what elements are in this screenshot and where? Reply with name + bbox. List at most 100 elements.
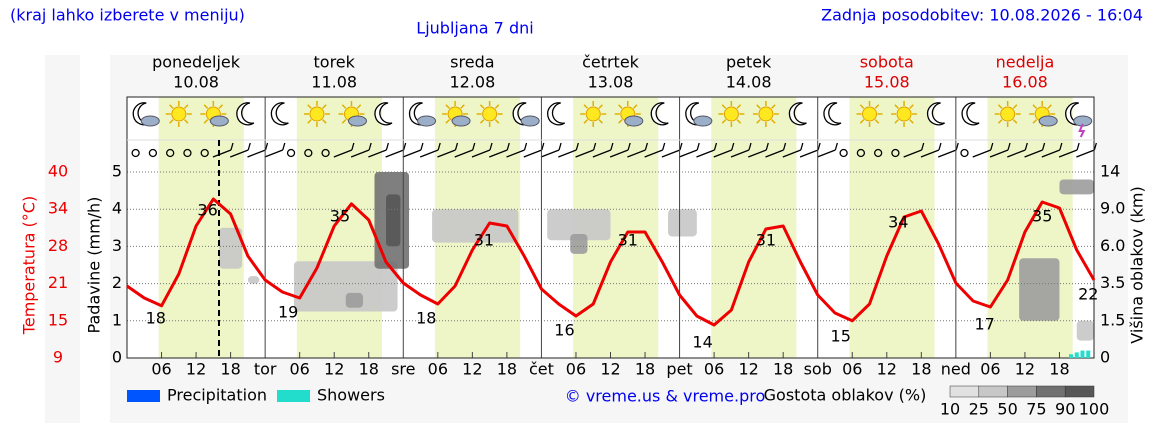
day-name: petek <box>726 53 772 72</box>
sun-ray <box>632 104 638 109</box>
weather-icon <box>200 101 229 127</box>
y-tick-label: 3 <box>112 236 122 255</box>
day-name: ponedeljek <box>152 53 241 72</box>
wind-barb <box>1024 142 1046 158</box>
wind-calm <box>131 148 140 158</box>
wind-barb <box>540 142 562 158</box>
sun <box>482 106 498 122</box>
wind-barb <box>937 142 959 158</box>
y-tick-label: 5 <box>112 162 122 181</box>
x-tick-label: 12 <box>877 360 897 379</box>
sun-ray <box>583 104 589 109</box>
page-title: Ljubljana 7 dni <box>416 19 533 38</box>
moon <box>926 102 945 126</box>
sun-ray <box>874 119 880 124</box>
cloud <box>209 115 229 127</box>
day-date: 14.08 <box>726 73 772 92</box>
density-tick-label: 75 <box>1026 400 1046 419</box>
weather-icon <box>614 101 644 127</box>
weather-icon <box>132 102 160 127</box>
temp-tick-label: 9 <box>53 348 63 367</box>
wind-barb <box>903 142 925 158</box>
y-tick-label: 4 <box>112 199 122 218</box>
wind-barb <box>489 142 510 158</box>
cloud <box>1038 115 1058 127</box>
precip-bar <box>1086 350 1091 358</box>
wind-calm <box>286 148 296 158</box>
y-tick-label: 1 <box>112 310 122 329</box>
cloud-cell <box>293 261 398 312</box>
legend-swatch <box>277 390 310 402</box>
x-tick-label: 18 <box>911 360 931 379</box>
sun-ray <box>721 119 727 124</box>
x-tick-label: 06 <box>428 360 448 379</box>
wind-calm <box>321 148 330 158</box>
x-tick-label: 12 <box>738 360 758 379</box>
wind-barb <box>368 142 390 158</box>
x-tick-label: 06 <box>151 360 171 379</box>
temp-axis-label: Temperatura (°C) <box>20 196 39 335</box>
wind-barb <box>713 142 735 158</box>
wind-barb <box>696 142 718 158</box>
moon <box>270 102 289 126</box>
legend-label: Precipitation <box>167 386 267 405</box>
x-tick-label: 06 <box>289 360 309 379</box>
sun <box>896 106 912 122</box>
wind-barb <box>471 142 493 158</box>
cloud-cell <box>219 227 243 269</box>
weather-icon <box>236 102 255 126</box>
cloud-cell <box>1019 258 1060 321</box>
cloud-cell <box>570 234 588 254</box>
sun-ray <box>218 104 224 109</box>
wind-barb <box>627 142 649 158</box>
header-left: (kraj lahko izberete v meniju) <box>10 6 245 25</box>
sun-ray <box>460 104 465 109</box>
day-name: torek <box>314 53 356 72</box>
temp-extreme-label: 15 <box>831 327 851 346</box>
x-tick-label: 18 <box>220 360 240 379</box>
x-tick-label: tor <box>254 360 277 379</box>
wind-barb <box>212 142 234 158</box>
sun-ray <box>307 104 312 109</box>
sun <box>862 106 878 122</box>
x-tick-label: 12 <box>186 360 206 379</box>
wind-barb <box>333 142 355 158</box>
weather-icon <box>1065 102 1093 138</box>
day-date: 12.08 <box>449 73 495 92</box>
wind-barb <box>454 142 476 158</box>
sun-ray <box>307 119 312 124</box>
sun-ray <box>183 119 189 124</box>
x-tick-label: 18 <box>359 360 379 379</box>
temp-extreme-label: 35 <box>330 207 350 226</box>
y2-tick-label: 0 <box>1100 348 1110 367</box>
temp-extreme-label: 17 <box>974 315 994 334</box>
sun-ray <box>771 119 776 124</box>
weather-icon <box>303 101 330 127</box>
header-right: Zadnja posodobitev: 10.08.2026 - 16:04 <box>821 6 1143 25</box>
sun-ray <box>1012 104 1018 109</box>
x-tick-label: 18 <box>1049 360 1069 379</box>
sun-ray <box>997 104 1003 109</box>
density-tick-label: 90 <box>1055 400 1075 419</box>
legend-label: Showers <box>317 386 385 405</box>
density-tick-label: 50 <box>997 400 1017 419</box>
y2-tick-label: 9.0 <box>1100 199 1125 218</box>
x-tick-label: pet <box>666 360 692 379</box>
wind-barb <box>730 142 752 158</box>
temp-strip <box>45 55 80 423</box>
wind-barb <box>419 142 441 158</box>
sun-ray <box>598 104 603 109</box>
cloud-cell <box>247 276 260 284</box>
daylight-band <box>296 97 382 358</box>
sun <box>758 106 774 122</box>
weather-icon <box>856 101 883 127</box>
wind-calm <box>304 148 313 158</box>
wind-barb <box>592 142 614 158</box>
weather-icon <box>547 102 566 126</box>
weather-icon <box>165 101 192 127</box>
density-swatch <box>949 385 980 398</box>
density-tick-label: 100 <box>1079 400 1110 419</box>
sun-ray <box>479 119 485 124</box>
bolt <box>1078 123 1086 138</box>
